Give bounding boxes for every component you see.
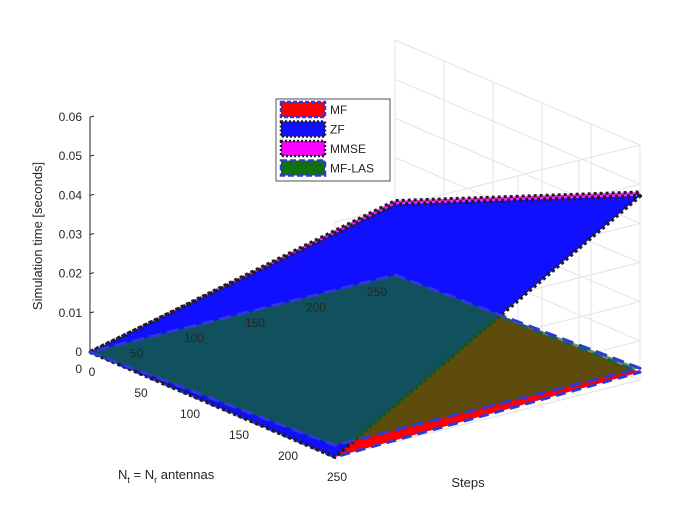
y-tick-label: 50: [130, 347, 144, 361]
z-tick-mark: [89, 154, 95, 157]
z-tick-label: 0.06: [59, 110, 83, 124]
x-tick-label: 100: [180, 407, 200, 421]
y-tick-label: 100: [184, 331, 204, 345]
z-tick-mark: [89, 233, 95, 235]
z-tick-label: 0.04: [59, 188, 83, 202]
legend-swatch-mf: [279, 100, 327, 119]
z-tick-label: 0.03: [59, 228, 83, 242]
x-tick-label: 50: [134, 386, 148, 400]
legend-swatch-zf: [279, 120, 327, 138]
y-tick-label: 0: [75, 362, 82, 376]
legend-label-mf: MF: [330, 103, 347, 117]
x-tick-label: 250: [327, 470, 347, 484]
surface-mf-las: [88, 273, 642, 447]
legend: MF ZF MMSE MF-LAS: [275, 98, 391, 182]
grid-line-z: [394, 39, 641, 146]
x-tick-label: 150: [229, 428, 249, 442]
x-tick-label: 200: [278, 449, 298, 463]
x-tick-label: 0: [89, 365, 96, 379]
legend-swatch-mmse: [279, 139, 327, 158]
z-tick-label: 0.02: [59, 267, 83, 281]
grid-line-z: [394, 78, 641, 185]
z-tick-mark: [89, 193, 95, 196]
z-tick-mark: [89, 311, 95, 314]
y-tick-label: 200: [306, 300, 326, 314]
z-tick-mark: [89, 272, 95, 275]
legend-swatch-mf-las: [279, 159, 327, 177]
z-tick-mark: [89, 115, 95, 118]
legend-label-zf: ZF: [330, 123, 345, 137]
legend-items: MF ZF MMSE MF-LAS: [279, 100, 374, 177]
tick-labels: 0 0.01 0.02 0.03 0.04 0.05 0.06 0 50 100 150 200 250…: [59, 110, 388, 484]
z-tick-label: 0.01: [59, 306, 83, 320]
x-axis-label: Steps: [451, 475, 485, 490]
grid-line-x: [334, 379, 641, 458]
z-tick-label: 0.05: [59, 149, 83, 163]
z-tick-label: 0: [75, 345, 82, 359]
y-axis-label: Nt = Nr antennas: [118, 467, 215, 485]
y-tick-label: 250: [367, 285, 387, 299]
z-axis-label: Simulation time [seconds]: [30, 162, 45, 310]
surfaces: [88, 190, 642, 459]
legend-label-mmse: MMSE: [330, 142, 366, 156]
legend-label-mf-las: MF-LAS: [330, 162, 374, 176]
y-tick-label: 150: [245, 316, 265, 330]
